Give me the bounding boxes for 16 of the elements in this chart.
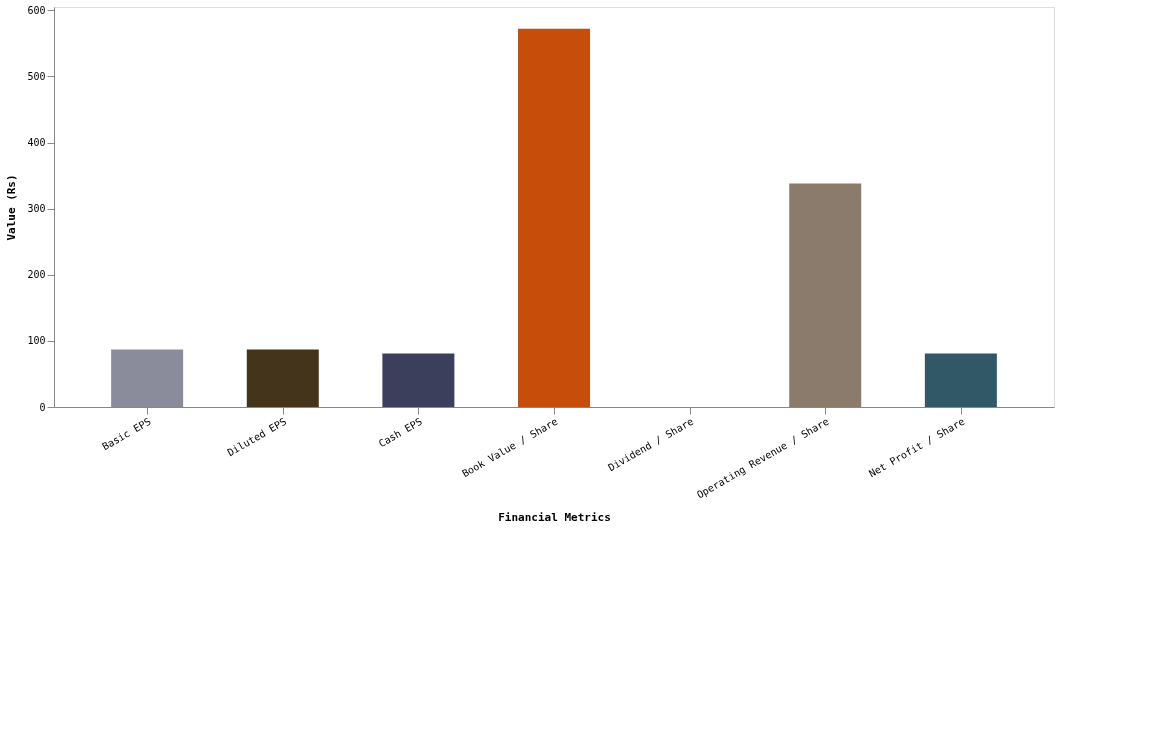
- y-tick-label: 300: [27, 203, 46, 215]
- x-tick-label: Cash EPS: [376, 415, 424, 450]
- y-tick-label: 500: [27, 70, 46, 82]
- bar: [518, 28, 590, 407]
- y-tick-label: 200: [27, 269, 46, 281]
- y-tick-label: 100: [27, 335, 46, 347]
- bar: [924, 353, 997, 407]
- bar: [382, 353, 455, 407]
- y-tick-label: 0: [39, 401, 46, 413]
- bar: [246, 349, 319, 407]
- bar: [111, 349, 184, 407]
- y-tick-label: 400: [27, 137, 46, 149]
- y-tick-label: 600: [27, 4, 46, 16]
- bar: [789, 183, 862, 407]
- y-axis-title: Value (Rs): [5, 174, 19, 241]
- x-axis-title: Financial Metrics: [498, 511, 611, 525]
